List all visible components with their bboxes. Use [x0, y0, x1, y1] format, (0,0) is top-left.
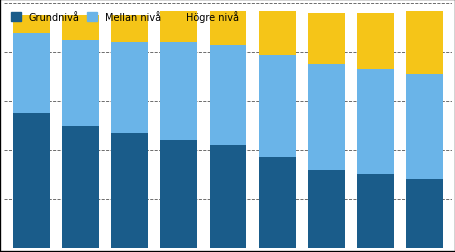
Bar — [62, 126, 99, 248]
Bar — [307, 14, 344, 65]
Bar — [405, 75, 442, 180]
Bar — [209, 11, 246, 46]
Bar — [111, 43, 148, 133]
Bar — [13, 114, 50, 248]
Bar — [62, 41, 99, 126]
Bar — [13, 34, 50, 114]
Bar — [209, 46, 246, 145]
Bar — [356, 14, 393, 70]
Bar — [13, 16, 50, 34]
Bar — [160, 141, 197, 248]
Bar — [111, 16, 148, 43]
Bar — [307, 65, 344, 170]
Bar — [160, 11, 197, 43]
Bar — [209, 145, 246, 248]
Bar — [258, 158, 295, 248]
Bar — [160, 43, 197, 141]
Bar — [356, 70, 393, 175]
Bar — [356, 175, 393, 248]
Bar — [258, 55, 295, 158]
Bar — [405, 180, 442, 248]
Legend: Grundnivå, Mellan nivå, Högre nivå: Grundnivå, Mellan nivå, Högre nivå — [9, 9, 240, 25]
Bar — [111, 133, 148, 248]
Bar — [62, 16, 99, 41]
Bar — [258, 11, 295, 55]
Bar — [307, 170, 344, 248]
Bar — [405, 11, 442, 75]
